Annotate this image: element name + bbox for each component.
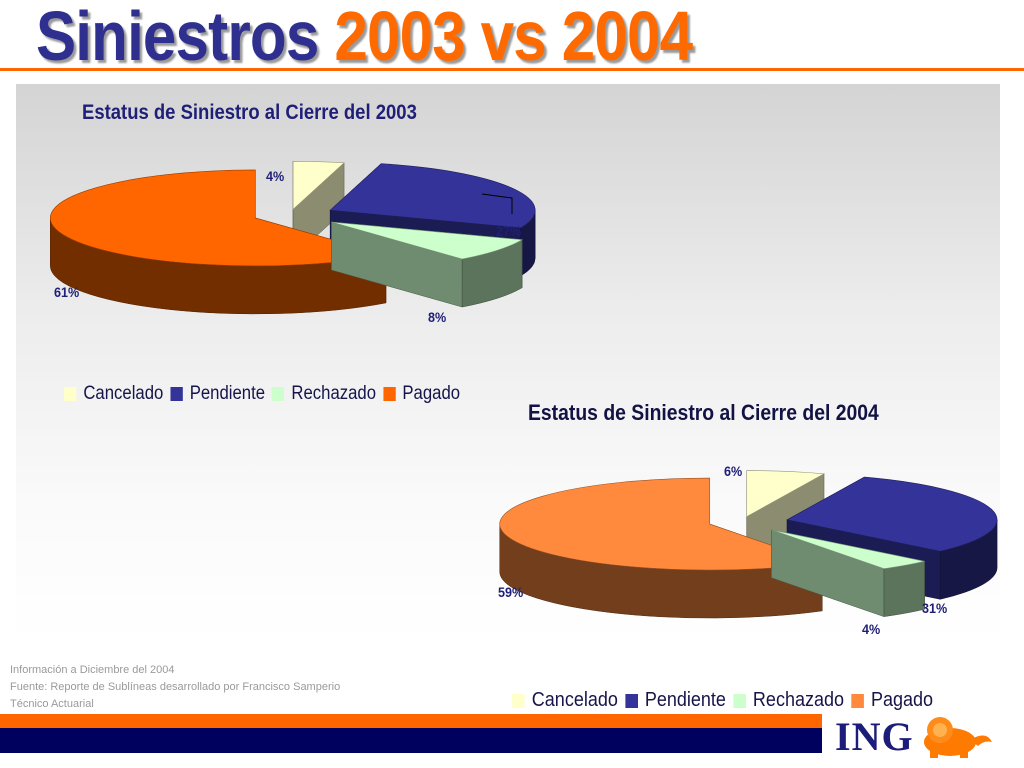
legend-item-pagado: Pagado (383, 383, 467, 405)
legend-swatch-pendiente (625, 693, 638, 708)
legend-swatch-rechazado (733, 693, 746, 708)
legend-label-cancelado: Cancelado (83, 383, 164, 404)
legend-item-rechazado: Rechazado (272, 383, 383, 405)
legend-item-cancelado: Cancelado (512, 689, 625, 712)
chart-2004-slice-rechazado-top (771, 529, 925, 569)
page-title: Siniestros 2003 vs 2004 (36, 0, 693, 78)
chart-2003-slice-pagado-top (49, 169, 387, 267)
title-part-1: Siniestros (36, 0, 319, 75)
footnote-line-3: Técnico Actuarial (10, 698, 94, 710)
legend-label-rechazado: Rechazado (291, 383, 377, 404)
footer-band-navy (0, 728, 822, 753)
footnote-line-1: Información a Diciembre del 2004 (10, 664, 175, 676)
chart-2004-slice-rechazado-side (883, 560, 925, 617)
chart-2003-slice-pendiente-top (329, 163, 536, 229)
legend-item-rechazado: Rechazado (733, 689, 851, 712)
chart-2004-slice-cancelado-top (746, 470, 826, 518)
chart-2003-pie (49, 160, 536, 315)
chart-2004-label-cancelado: 6% (724, 463, 743, 479)
legend-label-pendiente: Pendiente (189, 383, 266, 404)
source-footnote: Información a Diciembre del 2004 Fuente:… (10, 662, 340, 713)
legend-label-pagado: Pagado (402, 383, 461, 404)
title-rule (0, 68, 1024, 71)
legend-swatch-cancelado (64, 387, 77, 401)
chart-2003-label-pagado: 61% (54, 284, 80, 300)
legend-label-pagado: Pagado (871, 689, 934, 711)
footnote-line-2: Fuente: Reporte de Sublíneas desarrollad… (10, 681, 341, 693)
title-part-2: 2003 vs 2004 (334, 0, 693, 75)
legend-swatch-pagado (383, 387, 396, 401)
legend-label-cancelado: Cancelado (531, 689, 618, 711)
legend-swatch-rechazado (272, 387, 285, 401)
chart-2003-label-rechazado: 8% (428, 309, 447, 325)
chart-2004-legend: Cancelado Pendiente Rechazado Pagado (512, 689, 940, 712)
chart-2003-title: Estatus de Siniestro al Cierre del 2003 (82, 101, 417, 124)
chart-2004-label-pendiente: 31% (922, 600, 948, 616)
legend-item-cancelado: Cancelado (64, 383, 170, 405)
legend-label-rechazado: Rechazado (752, 689, 845, 711)
legend-swatch-pendiente (170, 387, 183, 401)
chart-2004-title: Estatus de Siniestro al Cierre del 2004 (528, 400, 879, 425)
legend-swatch-cancelado (512, 693, 525, 708)
chart-2003-legend: Cancelado Pendiente Rechazado Pagado (64, 383, 467, 405)
chart-2004-slice-pendiente-top (786, 476, 998, 552)
chart-2004-label-pagado: 59% (498, 584, 524, 600)
legend-label-pendiente: Pendiente (644, 689, 726, 711)
logo-text: ING (835, 713, 914, 759)
chart-2003-leader-line (481, 193, 513, 214)
ing-logo: ING (835, 712, 996, 760)
chart-2004-label-rechazado: 4% (862, 621, 881, 637)
legend-item-pendiente: Pendiente (170, 383, 272, 405)
chart-2003-label-pendiente: 27% (496, 223, 522, 239)
legend-item-pagado: Pagado (851, 689, 940, 712)
chart-2004-slice-pagado-top (499, 477, 823, 571)
footer-band-orange (0, 714, 822, 728)
legend-swatch-pagado (851, 693, 864, 708)
lion-icon (923, 717, 992, 758)
legend-item-pendiente: Pendiente (625, 689, 733, 712)
chart-2004-pie (499, 470, 998, 619)
chart-2003-label-cancelado: 4% (266, 168, 285, 184)
chart-2003-slice-cancelado-top (292, 160, 345, 210)
chart-2003-slice-rechazado-top (331, 221, 524, 260)
